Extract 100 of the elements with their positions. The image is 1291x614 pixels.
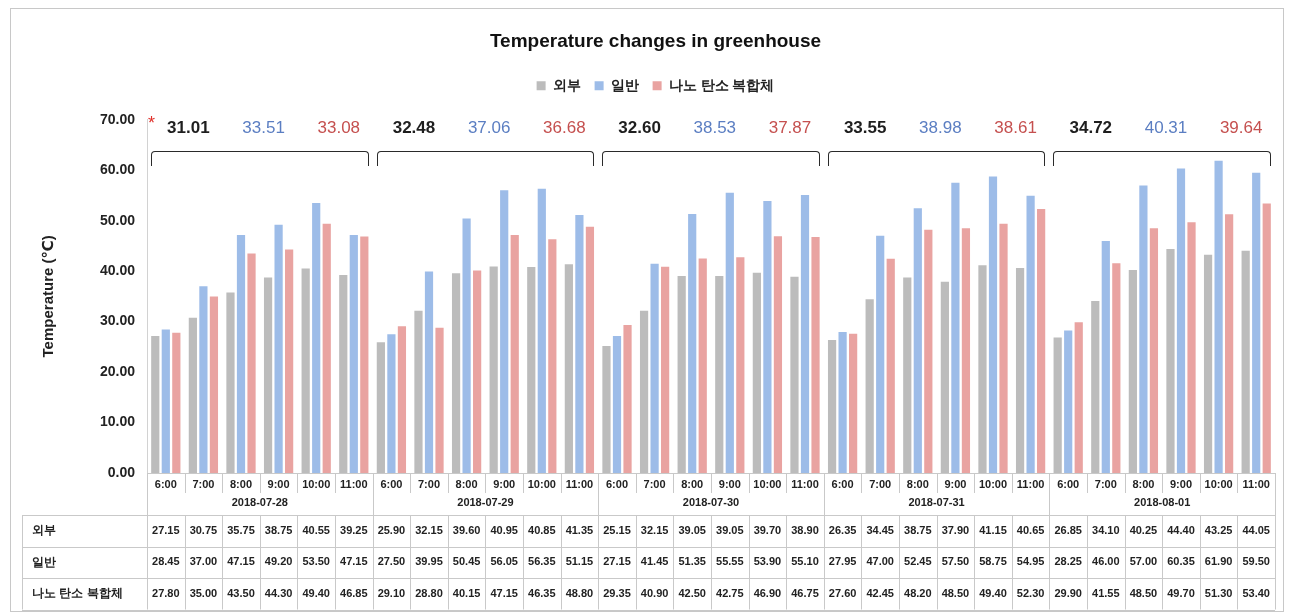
annotation: 40.31 (1144, 118, 1188, 138)
y-tick-label: 10.00 (99, 413, 136, 430)
bar (199, 286, 208, 473)
annotation: 31.01 (167, 118, 210, 138)
bar (188, 317, 197, 473)
data-label: 42.45 (866, 586, 894, 599)
data-label: 37.00 (189, 555, 218, 568)
bar (376, 342, 385, 473)
data-label: 42.75 (716, 586, 744, 599)
bar (988, 176, 998, 473)
y-tick-label: 0.00 (107, 463, 136, 480)
data-label: 27.15 (603, 555, 631, 568)
y-tick-label: 70.00 (99, 110, 136, 127)
bar (1074, 322, 1083, 473)
bar (961, 228, 971, 473)
data-label: 40.65 (1016, 523, 1045, 536)
bar (360, 236, 369, 473)
bar (650, 263, 659, 473)
bar (677, 275, 686, 473)
annotation: 32.60 (618, 118, 661, 138)
bar (698, 258, 707, 473)
x-tick-label: 10:00 (753, 477, 782, 490)
bar (424, 271, 434, 473)
y-tick-label: 60.00 (99, 161, 136, 178)
bar (1026, 195, 1035, 473)
bar (1064, 330, 1073, 473)
x-tick-label: 7:00 (192, 477, 215, 490)
annotation: 32.48 (392, 118, 436, 138)
x-tick-label: 11:00 (340, 477, 368, 490)
data-label: 35.00 (189, 586, 218, 599)
text: 일반 (32, 554, 56, 569)
bar (451, 273, 461, 473)
bar (585, 226, 595, 473)
data-label: 38.75 (904, 523, 932, 536)
bar (1203, 254, 1213, 473)
data-label: 49.40 (302, 586, 330, 599)
bar (172, 332, 181, 473)
data-label: 47.15 (340, 555, 368, 568)
bar (876, 235, 885, 473)
bar (1241, 250, 1250, 473)
x-tick-label: 8:00 (1132, 477, 1155, 490)
bar (236, 235, 246, 473)
annotation: 34.72 (1069, 118, 1113, 138)
bar (1112, 263, 1121, 473)
data-label: 25.15 (603, 523, 631, 536)
data-label: 41.35 (565, 523, 594, 536)
text: 2018-08-01 (1134, 496, 1191, 509)
x-tick-label: 6:00 (1057, 477, 1080, 490)
x-tick-label: 11:00 (565, 477, 594, 490)
data-label: 56.35 (528, 555, 556, 568)
data-label: 27.50 (377, 555, 406, 568)
data-label: 53.90 (753, 555, 782, 568)
data-label: 55.55 (716, 555, 744, 568)
bar (790, 276, 799, 473)
x-tick-label: 6:00 (154, 477, 177, 490)
data-label: 28.80 (415, 586, 443, 599)
data-label: 41.45 (640, 555, 669, 568)
bar (1037, 209, 1046, 473)
bar (537, 188, 546, 473)
bar (838, 331, 847, 473)
data-label: 26.85 (1054, 523, 1082, 536)
data-label: 39.05 (716, 523, 744, 536)
bar (548, 239, 557, 473)
bar (1101, 240, 1110, 473)
data-label: 56.05 (490, 555, 518, 568)
text: 외부 (32, 523, 56, 538)
data-label: 34.10 (1092, 523, 1120, 536)
text: 2018-07-29 (457, 496, 514, 509)
annotation: 39.64 (1219, 118, 1263, 138)
data-label: 49.20 (264, 555, 293, 568)
data-label: 40.25 (1129, 523, 1158, 536)
data-label: 55.10 (791, 555, 819, 568)
bar (940, 281, 949, 473)
data-label: 60.35 (1167, 555, 1195, 568)
bar (849, 333, 858, 473)
bar (602, 346, 611, 473)
text: 2018-07-31 (908, 496, 965, 509)
data-label: 49.70 (1167, 586, 1195, 599)
annotation: 33.55 (843, 118, 887, 138)
data-label: 48.80 (565, 586, 594, 599)
data-label: 27.15 (152, 523, 180, 536)
annotation: 33.08 (317, 118, 361, 138)
data-label: 26.35 (828, 523, 857, 536)
data-label: 28.25 (1054, 555, 1082, 568)
bar (725, 192, 734, 473)
data-label: 29.90 (1054, 586, 1082, 599)
bar (715, 275, 724, 473)
data-label: 44.40 (1167, 523, 1195, 536)
data-label: 32.15 (415, 523, 443, 536)
bar (1225, 214, 1234, 473)
x-tick-label: 8:00 (681, 477, 704, 490)
bar (623, 324, 632, 473)
bar (527, 266, 536, 473)
bar (1139, 185, 1148, 473)
bar (161, 329, 170, 473)
data-label: 46.85 (340, 586, 368, 599)
bar (226, 292, 235, 473)
bar (151, 336, 160, 473)
data-label: 53.40 (1242, 586, 1270, 599)
x-tick-label: 8:00 (229, 477, 253, 490)
